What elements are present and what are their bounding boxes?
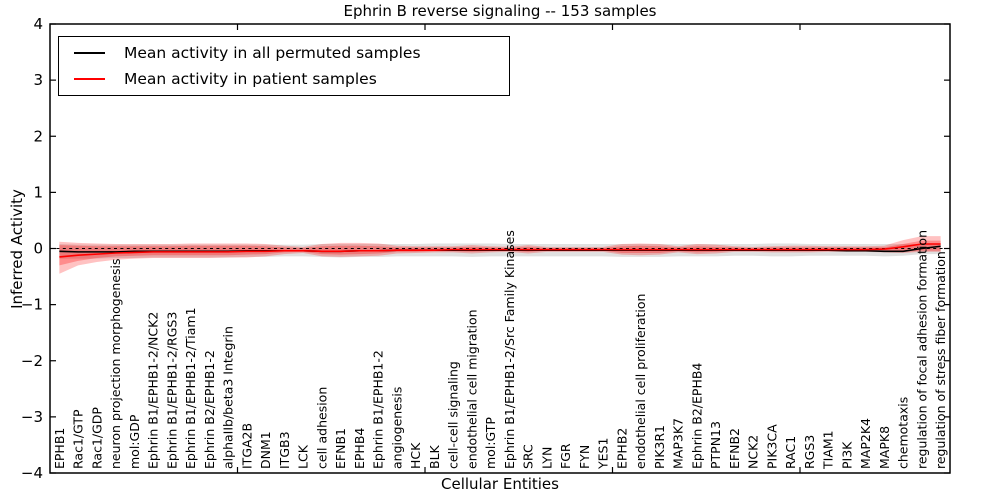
x-category-label: EPHB1 xyxy=(52,428,67,469)
x-category-label: ITGB3 xyxy=(277,431,292,469)
x-category-label: LCK xyxy=(296,444,311,469)
x-category-label: Rac1/GTP xyxy=(71,409,86,469)
x-category-label: angiogenesis xyxy=(389,387,404,469)
legend-line-swatch xyxy=(74,77,105,80)
legend-line-swatch xyxy=(74,52,105,55)
x-category-label: alphaIIb/beta3 Integrin xyxy=(221,326,236,469)
legend-entry-patient: Mean activity in patient samples xyxy=(59,70,509,88)
legend-label: Mean activity in all permuted samples xyxy=(124,44,421,63)
x-category-label: Rac1/GDP xyxy=(89,407,104,469)
y-tick-label: 0 xyxy=(33,240,43,258)
x-category-label: NCK2 xyxy=(746,435,761,469)
x-category-label: LYN xyxy=(539,447,554,469)
x-category-label: MAP2K4 xyxy=(858,418,873,469)
x-category-label: cell adhesion xyxy=(314,387,329,469)
x-category-label: chemotaxis xyxy=(896,397,911,469)
x-category-label: regulation of focal adhesion formation xyxy=(914,230,929,469)
permuted-range-band xyxy=(59,243,941,259)
y-tick-label: −3 xyxy=(21,408,43,426)
y-tick-label: 4 xyxy=(33,15,43,33)
patient-mean-line xyxy=(59,243,941,258)
x-category-label: PIK3R1 xyxy=(652,425,667,469)
x-category-label: MAP3K7 xyxy=(671,418,686,469)
x-category-label: SRC xyxy=(521,444,536,469)
legend-label: Mean activity in patient samples xyxy=(124,69,377,88)
x-category-label: Ephrin B1/EPHB1-2/Src Family Kinases xyxy=(502,230,517,469)
x-category-label: TIAM1 xyxy=(821,430,836,470)
x-category-label: PTPN13 xyxy=(708,421,723,469)
legend-entry-permuted: Mean activity in all permuted samples xyxy=(59,44,509,62)
chart-title: Ephrin B reverse signaling -- 153 sample… xyxy=(343,2,657,20)
x-category-label: Ephrin B1/EPHB1-2/RGS3 xyxy=(164,312,179,469)
patient-range-outer-band xyxy=(59,236,941,274)
y-tick-label: 3 xyxy=(33,71,43,89)
x-category-label: PIK3CA xyxy=(764,424,779,469)
x-category-label: EFNB2 xyxy=(727,428,742,469)
x-category-label: EFNB1 xyxy=(333,428,348,469)
x-category-label: mol:GDP xyxy=(127,414,142,469)
x-axis-label: Cellular Entities xyxy=(441,475,559,493)
y-tick-label: −1 xyxy=(21,296,43,314)
x-category-label: ITGA2B xyxy=(239,423,254,469)
x-category-label: YES1 xyxy=(596,438,611,470)
x-category-label: Ephrin B1/EPHB1-2/Tiam1 xyxy=(183,307,198,469)
x-category-label: Ephrin B2/EPHB1-2 xyxy=(202,350,217,469)
patient-range-inner-band xyxy=(59,240,941,266)
x-category-label: FGR xyxy=(558,443,573,469)
x-category-label: HCK xyxy=(408,442,423,469)
x-category-label: mol:GTP xyxy=(483,417,498,469)
x-category-label: MAPK8 xyxy=(877,426,892,469)
x-category-label: RAC1 xyxy=(783,436,798,469)
x-category-label: FYN xyxy=(577,445,592,469)
x-category-label: RGS3 xyxy=(802,435,817,469)
x-category-label: Ephrin B1/EPHB1-2 xyxy=(371,350,386,469)
y-tick-label: 2 xyxy=(33,127,43,145)
y-tick-label: 1 xyxy=(33,183,43,201)
y-tick-label: −4 xyxy=(21,464,43,482)
x-category-label: cell-cell signaling xyxy=(446,361,461,469)
legend: Mean activity in all permuted samples Me… xyxy=(58,36,510,96)
x-category-label: neuron projection morphogenesis xyxy=(108,258,123,469)
x-category-label: PI3K xyxy=(839,441,854,469)
x-category-label: EPHB4 xyxy=(352,428,367,469)
x-category-label: EPHB2 xyxy=(614,428,629,469)
x-category-label: Ephrin B2/EPHB4 xyxy=(689,363,704,469)
x-category-label: BLK xyxy=(427,444,442,469)
y-axis-label: Inferred Activity xyxy=(8,189,26,309)
x-category-label: Ephrin B1/EPHB1-2/NCK2 xyxy=(146,312,161,469)
x-category-label: endothelial cell migration xyxy=(464,309,479,469)
x-category-label: DNM1 xyxy=(258,431,273,469)
x-category-label: regulation of stress fiber formation xyxy=(933,251,948,469)
y-tick-label: −2 xyxy=(21,352,43,370)
x-category-label: endothelial cell proliferation xyxy=(633,294,648,469)
